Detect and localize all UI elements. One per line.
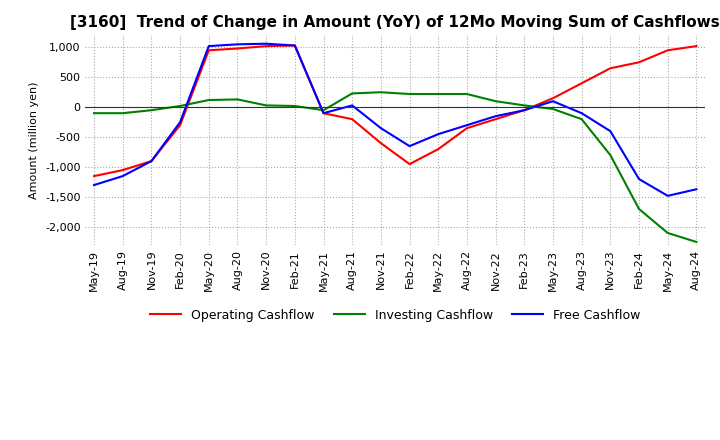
- Legend: Operating Cashflow, Investing Cashflow, Free Cashflow: Operating Cashflow, Investing Cashflow, …: [145, 304, 645, 327]
- Operating Cashflow: [118, 168, 127, 173]
- Operating Cashflow: [262, 44, 271, 49]
- Investing Cashflow: [520, 103, 528, 108]
- Operating Cashflow: [463, 125, 472, 131]
- Free Cashflow: [377, 125, 385, 131]
- Y-axis label: Amount (million yen): Amount (million yen): [30, 81, 40, 199]
- Operating Cashflow: [405, 161, 414, 167]
- Investing Cashflow: [147, 107, 156, 113]
- Free Cashflow: [204, 44, 213, 49]
- Investing Cashflow: [463, 92, 472, 97]
- Operating Cashflow: [233, 46, 242, 51]
- Operating Cashflow: [90, 173, 99, 179]
- Investing Cashflow: [90, 110, 99, 116]
- Operating Cashflow: [434, 147, 443, 152]
- Free Cashflow: [549, 99, 557, 104]
- Investing Cashflow: [118, 110, 127, 116]
- Investing Cashflow: [319, 107, 328, 113]
- Investing Cashflow: [348, 91, 356, 96]
- Free Cashflow: [290, 43, 299, 48]
- Line: Investing Cashflow: Investing Cashflow: [94, 92, 696, 242]
- Free Cashflow: [233, 42, 242, 47]
- Operating Cashflow: [577, 81, 586, 86]
- Free Cashflow: [606, 128, 615, 134]
- Operating Cashflow: [290, 43, 299, 48]
- Free Cashflow: [692, 187, 701, 192]
- Operating Cashflow: [663, 48, 672, 53]
- Investing Cashflow: [262, 103, 271, 108]
- Operating Cashflow: [606, 66, 615, 71]
- Operating Cashflow: [319, 110, 328, 116]
- Investing Cashflow: [405, 92, 414, 97]
- Operating Cashflow: [204, 48, 213, 53]
- Free Cashflow: [463, 122, 472, 128]
- Title: [3160]  Trend of Change in Amount (YoY) of 12Mo Moving Sum of Cashflows: [3160] Trend of Change in Amount (YoY) o…: [71, 15, 720, 30]
- Investing Cashflow: [663, 230, 672, 235]
- Investing Cashflow: [635, 206, 644, 212]
- Investing Cashflow: [434, 92, 443, 97]
- Free Cashflow: [147, 158, 156, 164]
- Operating Cashflow: [147, 158, 156, 164]
- Free Cashflow: [348, 103, 356, 108]
- Investing Cashflow: [204, 97, 213, 103]
- Investing Cashflow: [692, 239, 701, 245]
- Free Cashflow: [176, 120, 184, 125]
- Free Cashflow: [434, 132, 443, 137]
- Investing Cashflow: [377, 90, 385, 95]
- Operating Cashflow: [520, 107, 528, 113]
- Free Cashflow: [520, 107, 528, 113]
- Investing Cashflow: [577, 117, 586, 122]
- Operating Cashflow: [348, 117, 356, 122]
- Free Cashflow: [262, 41, 271, 46]
- Free Cashflow: [663, 193, 672, 198]
- Operating Cashflow: [692, 44, 701, 49]
- Free Cashflow: [577, 110, 586, 116]
- Free Cashflow: [118, 173, 127, 179]
- Investing Cashflow: [176, 103, 184, 109]
- Line: Operating Cashflow: Operating Cashflow: [94, 45, 696, 176]
- Investing Cashflow: [549, 106, 557, 112]
- Operating Cashflow: [549, 95, 557, 101]
- Free Cashflow: [319, 110, 328, 116]
- Operating Cashflow: [491, 117, 500, 122]
- Investing Cashflow: [491, 99, 500, 104]
- Investing Cashflow: [290, 103, 299, 109]
- Free Cashflow: [491, 114, 500, 119]
- Operating Cashflow: [176, 122, 184, 128]
- Investing Cashflow: [606, 153, 615, 158]
- Free Cashflow: [90, 183, 99, 188]
- Free Cashflow: [635, 176, 644, 182]
- Free Cashflow: [405, 143, 414, 149]
- Investing Cashflow: [233, 97, 242, 102]
- Line: Free Cashflow: Free Cashflow: [94, 44, 696, 196]
- Operating Cashflow: [635, 60, 644, 65]
- Operating Cashflow: [377, 140, 385, 146]
